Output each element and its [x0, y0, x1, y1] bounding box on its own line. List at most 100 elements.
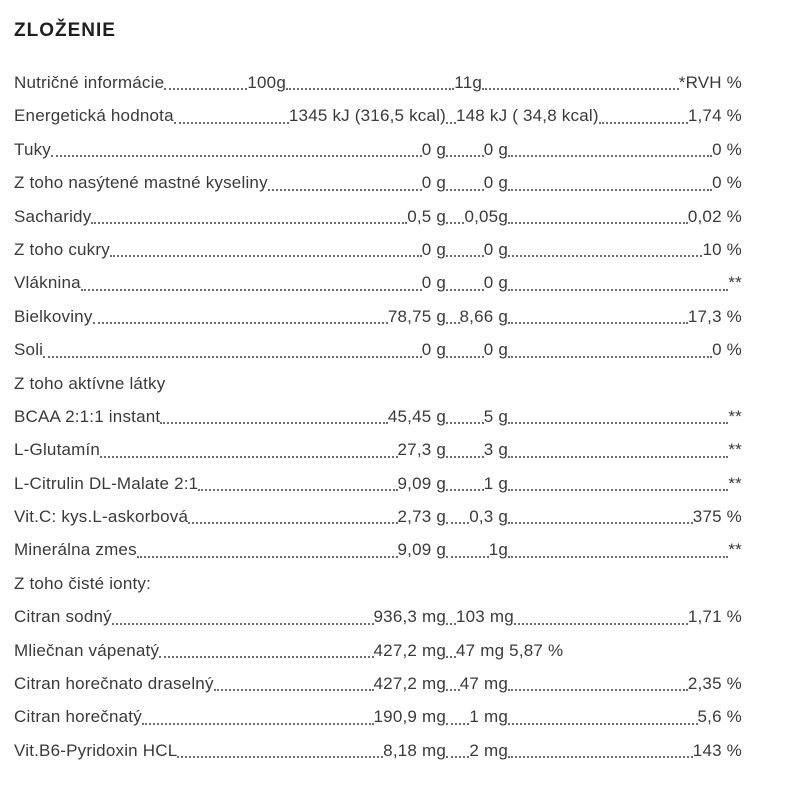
per-11g-value: 1 mg [469, 707, 508, 727]
page-title: ZLOŽENIE [14, 20, 116, 41]
rvh-section: 0 % [508, 333, 742, 366]
rvh-section: 5,6 % [508, 700, 742, 733]
table-row: Bielkoviny 78,75 g 8,66 g 17,3 % [14, 300, 742, 333]
per-11g-value: 0,3 g [469, 507, 508, 527]
dot-leader [446, 689, 460, 692]
dot-leader [508, 555, 729, 558]
rvh-percent-value: ** [728, 473, 742, 493]
label-and-per100g-section: Nutričné informácie 100g [14, 66, 286, 99]
per-11g-value: 47 mg [459, 674, 508, 694]
label-and-per100g-section: Tuky 0 g [14, 133, 446, 166]
nutrient-label: Vit.B6-Pyridoxin HCL [14, 740, 178, 760]
table-row: Tuky 0 g 0 g 0 % [14, 133, 742, 166]
per-100g-value: 427,2 mg [373, 674, 446, 694]
dot-leader [508, 489, 729, 492]
dot-leader [213, 689, 374, 692]
per-100g-value: 27,3 g [397, 440, 446, 460]
rvh-percent-value: 0 % [712, 173, 742, 193]
dot-leader [51, 155, 422, 158]
per-100g-value: 0 g [421, 273, 446, 293]
dot-leader [446, 555, 489, 558]
table-row: Z toho čisté ionty: [14, 567, 742, 600]
dot-leader [446, 255, 484, 258]
rvh-section: 143 % [508, 734, 742, 767]
table-row: Sacharidy 0,5 g 0,05g 0,02 % [14, 200, 742, 233]
table-row: L-Citrulin DL-Malate 2:1 9,09 g 1 g ** [14, 467, 742, 500]
per-100g-value: 2,73 g [397, 507, 446, 527]
dot-leader [508, 288, 729, 291]
table-row: Citran horečnato draselný 427,2 mg 47 mg … [14, 667, 742, 700]
dot-leader [100, 455, 398, 458]
nutrient-label: Nutričné informácie [14, 73, 165, 92]
table-row: Citran horečnatý 190,9 mg 1 mg 5,6 % [14, 700, 742, 733]
per-11g-value: 0,05g [464, 206, 508, 226]
per-11g-section: 0,05g [446, 200, 508, 233]
rvh-section: 0,02 % [508, 200, 742, 233]
rvh-percent-value: ** [728, 406, 742, 426]
per-100g-value: 8,18 mg [383, 740, 446, 760]
dot-leader [446, 288, 484, 291]
table-row: Nutričné informácie 100g 11g *RVH % [14, 66, 742, 99]
dot-leader [508, 355, 713, 358]
rvh-section: 17,3 % [508, 300, 742, 333]
nutrient-label: L-Citrulin DL-Malate 2:1 [14, 473, 199, 493]
per-11g-section: 0 g [446, 333, 508, 366]
per-100g-value: 45,45 g [387, 406, 446, 426]
per-11g-section: 47 mg [446, 667, 508, 700]
dot-leader [508, 188, 713, 191]
rvh-percent-value: 10 % [702, 239, 742, 259]
label-and-per100g-section: BCAA 2:1:1 instant 45,45 g [14, 400, 446, 433]
nutrient-label: BCAA 2:1:1 instant [14, 406, 161, 426]
dot-leader [446, 622, 456, 625]
per-11g-value: 2 mg [469, 740, 508, 760]
dot-leader [267, 188, 422, 191]
per-11g-section: 0 g [446, 233, 508, 266]
dot-leader [446, 455, 484, 458]
label-and-per100g-section: Energetická hodnota 1345 kJ (316,5 kcal) [14, 99, 446, 132]
rvh-section: 1,74 % [598, 99, 742, 132]
label-and-per100g-section: Vláknina 0 g [14, 266, 446, 299]
per-11g-value: 11g [454, 73, 482, 92]
label-and-per100g-section: Mliečnan vápenatý 427,2 mg [14, 634, 446, 667]
rvh-section: ** [508, 467, 742, 500]
per-100g-value: 9,09 g [397, 473, 446, 493]
dot-leader [508, 221, 688, 224]
dot-leader [198, 489, 398, 492]
dot-leader [598, 121, 688, 124]
rvh-section: 2,35 % [508, 667, 742, 700]
per-100g-value: 0,5 g [407, 206, 446, 226]
rvh-section: 10 % [508, 233, 742, 266]
table-row: Z toho aktívne látky [14, 367, 742, 400]
dot-leader [446, 155, 484, 158]
label-and-per100g-section: Citran horečnato draselný 427,2 mg [14, 667, 446, 700]
table-row: Citran sodný 936,3 mg 103 mg 1,71 % [14, 600, 742, 633]
dot-leader [136, 555, 398, 558]
nutrient-label: Bielkoviny [14, 306, 93, 326]
per-11g-value: 0 g [483, 273, 508, 293]
per-11g-section: 1 mg [446, 700, 508, 733]
dot-leader [109, 255, 422, 258]
nutrient-label: L-Glutamín [14, 440, 101, 460]
per-11g-section: 0,3 g [446, 500, 508, 533]
dot-leader [159, 656, 374, 659]
dot-leader [446, 656, 456, 659]
rvh-percent-value: 0 % [712, 139, 742, 159]
nutrient-label: Vit.C: kys.L-askorbová [14, 507, 189, 527]
table-row: Minerálna zmes 9,09 g 1g ** [14, 533, 742, 566]
dot-leader [188, 522, 398, 525]
per-100g-value: 100g [247, 73, 286, 92]
dot-leader [286, 88, 455, 91]
nutrient-label: Minerálna zmes [14, 540, 137, 560]
per-11g-section: 148 kJ ( 34,8 kcal) [446, 99, 599, 132]
rvh-percent-value: 17,3 % [687, 306, 742, 326]
nutrient-label: Sacharidy [14, 206, 92, 226]
label-and-per100g-section: Sacharidy 0,5 g [14, 200, 446, 233]
dot-leader [173, 121, 289, 124]
label-and-per100g-section: Soli 0 g [14, 333, 446, 366]
rvh-percent-value: ** [728, 273, 742, 293]
nutrient-label: Z toho cukry [14, 239, 110, 259]
label-and-per100g-section: Citran horečnatý 190,9 mg [14, 700, 446, 733]
dot-leader [446, 188, 484, 191]
per-11g-section: 0 g [446, 133, 508, 166]
